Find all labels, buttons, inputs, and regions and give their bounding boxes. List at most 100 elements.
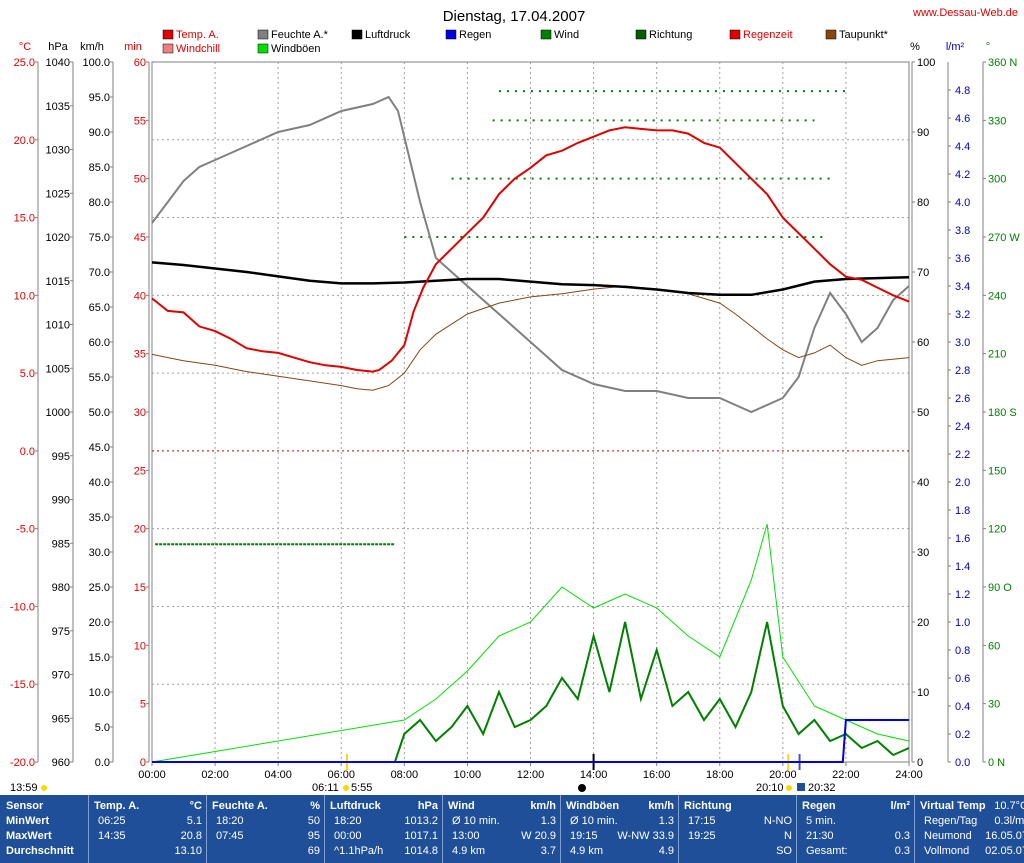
stats-cell-value: 1.3 (540, 815, 556, 827)
legend-label: Luftdruck (365, 29, 411, 41)
stats-cell-value: 95 (307, 830, 320, 842)
stats-cell-value: 1017.1 (404, 830, 438, 842)
legend-label: Richtung (649, 29, 692, 41)
legend-swatch (351, 29, 363, 40)
hpa-tick-label: 960 (52, 757, 70, 769)
stats-header-unit: km/h (530, 800, 556, 812)
kmh-tick-label: 0.0 (95, 757, 110, 769)
stats-cell-value: 0.3 (894, 830, 910, 842)
stats-cell-value: 20.8 (180, 830, 202, 842)
hpa-tick-label: 1000 (46, 407, 70, 419)
stats-cell-value: N (784, 830, 792, 842)
dir-tick-label: 30 (988, 699, 1000, 711)
rain-tick-label: 2.0 (955, 477, 970, 489)
stats-cell-key: 19:25 (688, 830, 716, 842)
hpa-unit: hPa (48, 41, 68, 53)
legend-swatch (257, 29, 269, 40)
stats-cell-key: 4.9 km (570, 845, 604, 857)
pct-unit: % (910, 41, 920, 53)
axis-units: °C hPa km/h min% l/m² ° (19, 41, 990, 53)
kmh-tick-label: 30.0 (89, 547, 110, 559)
stats-cell-key: ^1.1hPa/h (334, 845, 384, 857)
time-tick-label: 16:00 (643, 769, 671, 781)
series-taupunkt (151, 285, 910, 391)
hpa-tick-label: 1015 (46, 276, 70, 288)
stats-row: MinWert 06:25 5.1 18:20 50 18:20 1013.2 Ø 10 mi… (0, 815, 1024, 830)
time-tick-label: 18:00 (706, 769, 734, 781)
rain-tick-label: 4.0 (955, 197, 970, 209)
dir-tick-label: 360 N (988, 57, 1017, 69)
rain-tick-label: 4.8 (955, 85, 970, 97)
min-tick-label: 35 (134, 349, 146, 361)
stats-cell-value: 0.3l/m² (994, 815, 1024, 827)
rain-tick-label: 0.0 (955, 757, 970, 769)
kmh-tick-label: 40.0 (89, 477, 110, 489)
stats-header-unit: 10.7°C (994, 800, 1024, 812)
stats-cell-key: 18:20 (216, 815, 244, 827)
hpa-tick-label: 990 (52, 495, 70, 507)
legend-swatch (162, 43, 174, 54)
min-tick-label: 10 (134, 640, 146, 652)
time-tick-label: 24:00 (895, 769, 923, 781)
stats-cell-value: 69 (307, 845, 320, 857)
rain-tick-label: 2.6 (955, 393, 970, 405)
stats-header-unit: l/m² (890, 800, 910, 812)
kmh-tick-label: 100.0 (82, 57, 110, 69)
legend-swatch (445, 29, 457, 40)
sunset-label: 20:10 (756, 782, 784, 794)
stats-header-label: Wind (448, 800, 475, 812)
rain-tick-label: 0.4 (955, 701, 970, 713)
min-tick-label: 40 (134, 290, 146, 302)
time-tick-label: 10:00 (454, 769, 482, 781)
min-tick-label: 45 (134, 232, 146, 244)
site-link[interactable]: www.Dessau-Web.de (912, 7, 1018, 19)
pct-tick-label: 30 (917, 547, 929, 559)
rain-tick-label: 2.8 (955, 365, 970, 377)
hpa-tick-label: 995 (52, 451, 70, 463)
temp-tick-label: 5.0 (20, 368, 35, 380)
stats-header-label: Richtung (684, 800, 732, 812)
kmh-tick-label: 75.0 (89, 232, 110, 244)
stats-cell-key: Vollmond (924, 845, 970, 857)
legend-swatch (540, 29, 552, 40)
stats-separator (560, 795, 561, 863)
series-windboeen (151, 523, 910, 763)
stats-separator (442, 795, 443, 863)
rain-tick-label: 4.4 (955, 141, 970, 153)
stats-cell-key: 5 min. (806, 815, 836, 827)
stats-cell-value: 4.9 (658, 845, 674, 857)
time-tick-label: 02:00 (201, 769, 229, 781)
min-tick-label: 60 (134, 57, 146, 69)
hpa-tick-label: 1035 (46, 101, 70, 113)
dir-tick-label: 330 (988, 115, 1006, 127)
temp-tick-label: 10.0 (14, 290, 35, 302)
stats-cell-key: 17:15 (688, 815, 716, 827)
series-wind (152, 621, 910, 763)
kmh-tick-label: 45.0 (89, 442, 110, 454)
stats-header-unit: % (310, 800, 320, 812)
sunset-icon (786, 785, 792, 791)
chart-title: Dienstag, 17.04.2007 (443, 8, 586, 25)
sun-moon-bar: 13:59 06:11 5:55 20:10 20:32 (10, 782, 836, 794)
stats-cell-value: W-NW 33.9 (617, 830, 674, 842)
kmh-tick-label: 15.0 (89, 652, 110, 664)
hpa-tick-label: 1025 (46, 188, 70, 200)
kmh-tick-label: 20.0 (89, 617, 110, 629)
kmh-tick-label: 95.0 (89, 92, 110, 104)
legend-label: Windchill (176, 43, 220, 55)
temp-tick-label: -5.0 (16, 524, 35, 536)
stats-cell-key: 14:35 (98, 830, 126, 842)
kmh-tick-label: 55.0 (89, 372, 110, 384)
series-temp (151, 126, 910, 373)
series-group (151, 90, 910, 763)
hpa-tick-label: 1010 (46, 320, 70, 332)
stats-row-label: Durchschnitt (6, 845, 74, 857)
stats-header-label: Windböen (566, 800, 620, 812)
stats-header-unit: hPa (417, 800, 438, 812)
kmh-tick-label: 85.0 (89, 162, 110, 174)
dir-tick-label: 0 N (988, 757, 1005, 769)
kmh-unit: km/h (80, 41, 104, 53)
stats-row-label: MaxWert (6, 830, 52, 842)
time-tick-label: 22:00 (832, 769, 860, 781)
right-axes: 10090807060504030201004.84.64.44.24.03.8… (911, 57, 1020, 769)
